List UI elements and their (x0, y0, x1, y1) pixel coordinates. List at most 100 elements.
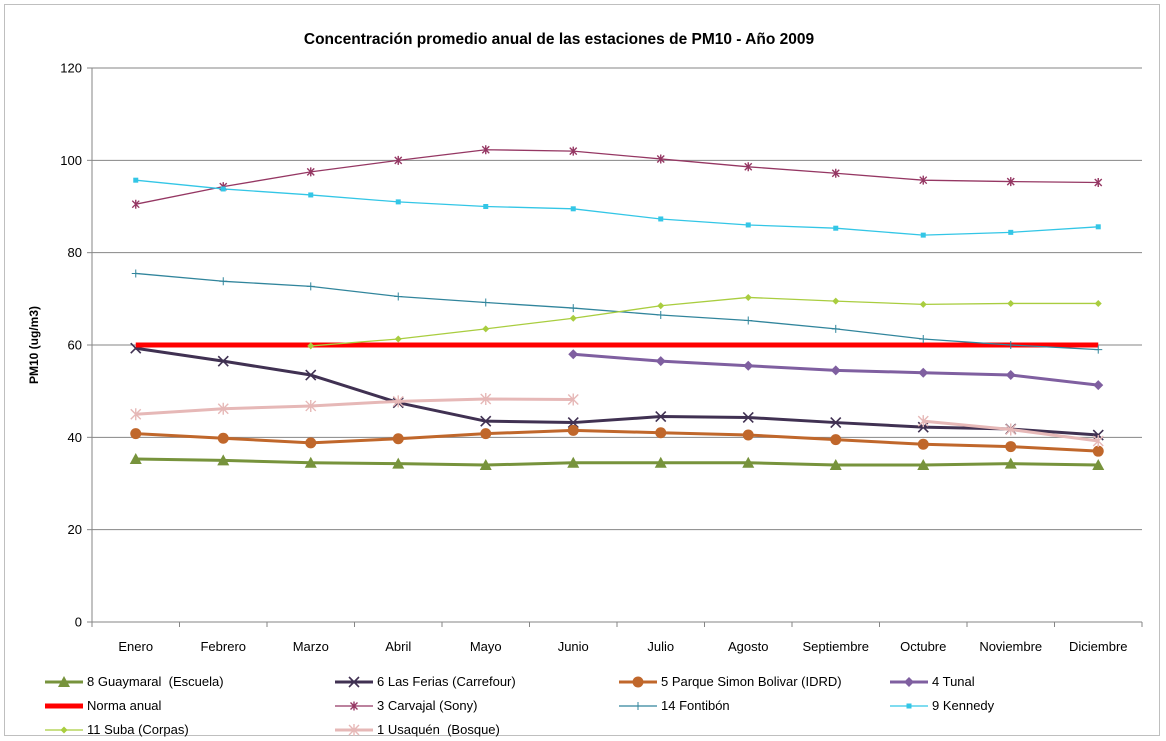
x-tick-label: Abril (385, 639, 411, 654)
data-point (348, 724, 360, 736)
series-1 (130, 342, 1104, 441)
data-point (1094, 345, 1103, 354)
data-point (482, 325, 490, 333)
data-point (1092, 459, 1105, 471)
legend-item: 4 Tunal (890, 674, 975, 689)
legend-label: 5 Parque Simon Bolivar (IDRD) (661, 674, 842, 689)
x-tick-label: Julio (647, 639, 674, 654)
data-point (830, 365, 841, 376)
series-line (135, 397, 574, 416)
series-line (135, 179, 1099, 236)
x-axis-ticks: Enero Febrero Marzo Abril Mayo Junio Julio Agos… (91, 622, 1143, 654)
x-tick-label: Marzo (293, 639, 329, 654)
legend-label: 1 Usaquén (Bosque) (377, 722, 500, 737)
data-point (480, 415, 492, 427)
x-tick-label: Febrero (200, 639, 246, 654)
data-point (656, 154, 665, 164)
y-tick-label: 60 (68, 338, 82, 353)
x-tick-label: Diciembre (1069, 639, 1128, 654)
data-point (394, 155, 403, 165)
data-point (480, 428, 492, 440)
data-point (742, 429, 754, 441)
series-5 (131, 145, 1103, 209)
legend-item: 6 Las Ferias (Carrefour) (335, 674, 516, 689)
data-point (481, 298, 490, 307)
data-point (58, 676, 70, 687)
y-tick-label: 100 (60, 153, 82, 168)
data-point (655, 356, 666, 367)
data-point (919, 175, 928, 185)
legend-label: 4 Tunal (932, 674, 975, 689)
data-point (745, 222, 751, 228)
data-point (483, 204, 489, 209)
data-point (906, 703, 912, 709)
series-line (310, 296, 1099, 347)
series-9 (130, 393, 1104, 448)
x-tick-label: Enero (118, 639, 153, 654)
data-point (917, 415, 929, 428)
data-point (570, 206, 576, 212)
data-point (567, 456, 580, 468)
data-point (306, 282, 315, 291)
legend-item: 5 Parque Simon Bolivar (IDRD) (619, 674, 842, 689)
data-point (1094, 299, 1102, 307)
data-point (131, 269, 140, 278)
data-point (904, 677, 914, 687)
data-point (1006, 341, 1015, 349)
data-point (305, 399, 317, 412)
x-tick-label: Octubre (900, 639, 946, 654)
data-point (131, 199, 140, 209)
data-point (1092, 445, 1104, 457)
y-axis-ticks: 0 20 40 60 80 100 120 (60, 61, 92, 630)
data-point (1005, 370, 1016, 381)
data-point (569, 146, 578, 156)
data-point (567, 393, 579, 406)
data-point (832, 297, 840, 305)
data-point (304, 456, 317, 468)
data-point (655, 427, 667, 439)
legend-label: 6 Las Ferias (Carrefour) (377, 674, 516, 689)
data-point (394, 292, 403, 301)
data-point (307, 342, 315, 350)
y-tick-label: 0 (75, 615, 82, 630)
legend-label: Norma anual (87, 698, 162, 713)
series-2 (130, 424, 1104, 457)
data-point (656, 310, 665, 319)
legend-item: 14 Fontibón (619, 698, 730, 713)
data-point (392, 395, 404, 408)
data-point (1093, 380, 1104, 391)
y-axis-label: PM10 (ug/m3) (27, 306, 41, 384)
data-point (217, 432, 229, 444)
chart-frame (4, 4, 1160, 736)
data-point (220, 186, 226, 192)
y-tick-label: 120 (60, 61, 82, 76)
data-point (833, 225, 839, 231)
series-8 (307, 293, 1102, 350)
data-point (830, 434, 842, 446)
data-point (60, 726, 68, 734)
data-point (348, 676, 360, 688)
data-point (1008, 229, 1014, 235)
legend-label: 8 Guaymaral (Escuela) (87, 674, 224, 689)
series-7 (133, 177, 1101, 238)
legend-label: 9 Kennedy (932, 698, 995, 713)
data-point (1092, 435, 1104, 448)
data-point (479, 459, 492, 471)
data-point (1094, 177, 1103, 187)
data-point (830, 416, 842, 429)
data-point (742, 411, 754, 424)
data-point (1004, 457, 1017, 469)
legend-item: 1 Usaquén (Bosque) (335, 722, 500, 737)
data-point (919, 334, 928, 343)
x-tick-label: Agosto (728, 639, 768, 654)
y-tick-label: 40 (68, 430, 82, 445)
legend-item: 9 Kennedy (890, 698, 995, 713)
data-point (129, 453, 142, 465)
y-tick-label: 20 (68, 522, 82, 537)
data-point (1005, 441, 1017, 453)
data-point (568, 349, 579, 360)
data-point (658, 216, 664, 222)
data-point (305, 437, 317, 449)
data-point (831, 324, 840, 333)
